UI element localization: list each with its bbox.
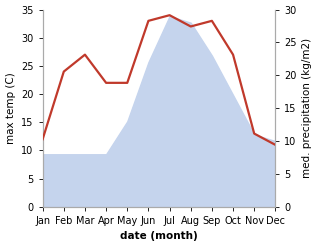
X-axis label: date (month): date (month) — [120, 231, 198, 242]
Y-axis label: med. precipitation (kg/m2): med. precipitation (kg/m2) — [302, 38, 313, 178]
Y-axis label: max temp (C): max temp (C) — [5, 72, 16, 144]
